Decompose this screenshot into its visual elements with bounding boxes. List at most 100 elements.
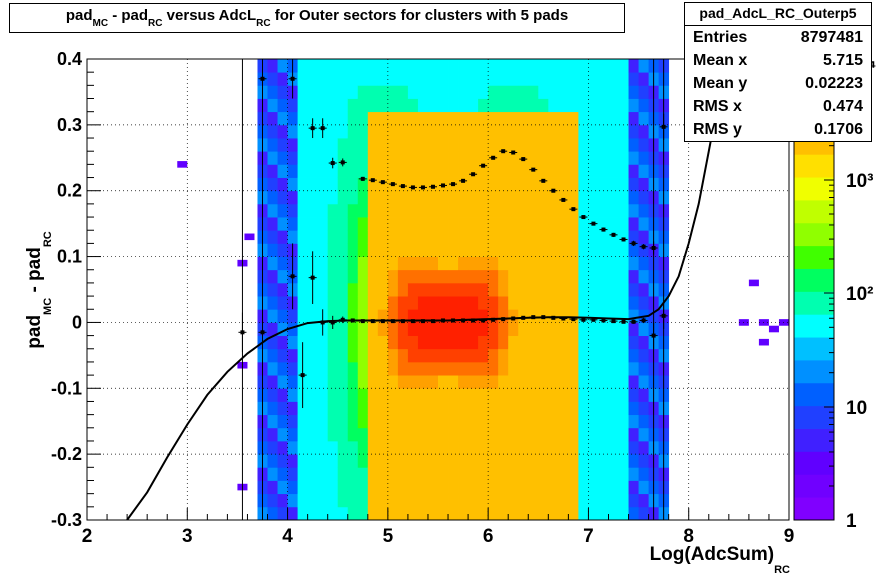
heat-cell [488,335,499,350]
heat-cell [297,427,309,442]
heat-cell [558,427,569,442]
heat-cell [277,480,288,495]
heat-cell [407,138,419,152]
heat-cell [407,348,419,363]
heat-cell [538,124,549,139]
heat-cell [498,335,509,350]
heat-cell [638,164,649,178]
heat-cell [347,217,359,231]
heat-cell [287,98,298,113]
heat-cell [478,335,489,350]
heat-cell [267,322,278,336]
heat-cell [548,401,559,416]
heat-cell [558,85,569,99]
heat-cell [397,335,409,350]
heat-cell [488,480,499,495]
profile-point [591,221,596,226]
heat-cell [448,440,459,455]
heat-cell [407,243,419,257]
heat-cell [598,506,609,520]
heat-cell [417,401,429,416]
heat-cell [538,493,549,508]
heat-cell [528,203,539,218]
heat-cell [468,375,479,389]
heat-cell [317,440,329,455]
heat-cell [387,480,399,495]
heat-cell [628,427,639,442]
heat-cell [478,230,489,244]
heat-cell [528,230,539,244]
heat-cell [427,493,439,508]
heat-cell [347,72,359,86]
heat-cell [327,335,339,350]
heat-cell [448,388,459,402]
heat-cell [578,480,589,495]
heat-cell [337,203,349,218]
heat-cell [417,375,429,389]
heat-cell [508,361,519,376]
heat-cell [377,269,389,284]
heat-cell [267,388,278,402]
heat-cell [327,388,339,402]
heat-cell [568,506,579,520]
heat-cell [638,282,649,297]
heat-cell [578,322,589,336]
heat-cell [608,480,619,495]
heat-cell [347,348,359,363]
heat-cell [518,190,529,205]
heat-cell [568,269,579,284]
heat-cell [478,269,489,284]
heat-cell [357,138,369,152]
heat-cell [337,85,349,99]
heat-cell [387,401,399,416]
heat-cell [618,309,629,323]
heat-cell [518,480,529,495]
x-tick-label: 3 [182,526,193,547]
profile-point [320,126,325,131]
heat-cell [568,427,579,442]
heat-cell [558,269,569,284]
heat-cell [508,138,519,152]
heat-cell [458,269,469,284]
heat-cell [267,335,278,350]
heat-cell [558,72,569,86]
heat-cell [357,375,369,389]
heat-cell [277,138,288,152]
heat-cell [548,388,559,402]
heat-cell [628,467,639,481]
heat-cell [297,72,309,86]
heat-cell [538,217,549,231]
heat-cell [177,161,188,168]
heat-cell [357,177,369,192]
heat-cell [638,348,649,363]
heat-cell [427,190,439,205]
profile-point [481,318,486,323]
profile-point [571,317,576,322]
heat-cell [448,256,459,271]
profile-point [591,317,596,322]
profile-point [370,319,375,324]
title-box: padMC - padRC versus AdcLRC for Outer se… [9,3,625,33]
heat-cell [618,348,629,363]
heat-cell [367,467,379,481]
heat-cell [598,256,609,271]
heat-cell [297,256,309,271]
heat-cell [638,414,649,429]
heat-cell [377,480,389,495]
heat-cell [628,98,639,113]
heat-cell [287,177,298,192]
palette-swatch [794,245,834,269]
x-axis-title: Log(AdcSum)RC [650,544,790,576]
heat-cell [488,401,499,416]
heat-cell [558,440,569,455]
heat-cell [347,493,359,508]
heat-cell [448,98,459,113]
heat-cell [307,59,319,73]
heat-cell [478,454,489,468]
profile-point [541,315,546,320]
heat-cell [277,230,288,244]
heat-cell [628,203,639,218]
heat-cell [317,282,329,297]
stats-box: pad_AdcL_RC_Outerp5 Entries 8797481 Mean … [684,2,872,142]
heat-cell [297,480,309,495]
